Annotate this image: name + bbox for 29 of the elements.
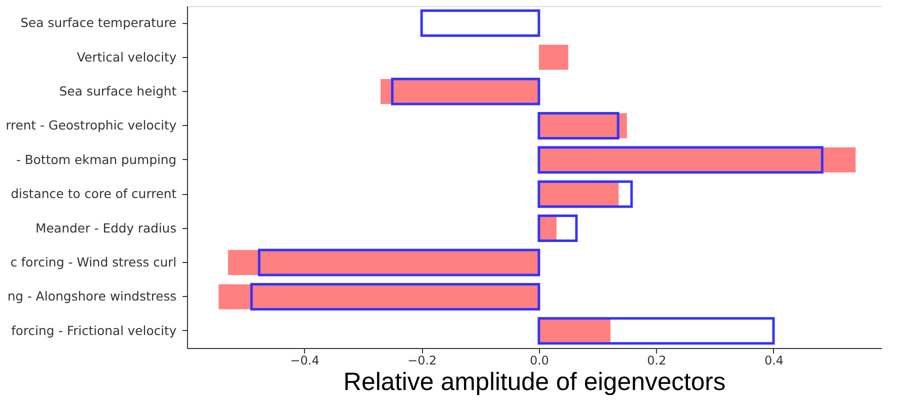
bar (420, 9, 540, 37)
bar (538, 180, 633, 208)
x-tick-label: 0.4 (764, 354, 784, 368)
bar (218, 284, 539, 310)
bar (391, 78, 540, 106)
y-tick-label: forcing - Frictional velocity (11, 322, 178, 338)
bar (258, 248, 540, 276)
bar (250, 282, 540, 310)
y-tick-label: rrent - Geostrophic velocity (6, 118, 178, 133)
bar (538, 44, 568, 70)
bar (538, 146, 824, 174)
x-tick-label: 0.2 (647, 354, 666, 368)
y-tick-label: - Bottom ekman pumping (16, 152, 176, 167)
x-tick-label: −0.4 (290, 354, 320, 368)
bar (538, 214, 578, 242)
y-tick-label: Vertical velocity (76, 49, 178, 64)
bar (538, 112, 620, 140)
bar (538, 147, 856, 172)
bar (228, 250, 539, 275)
y-tick-label: distance to core of current (10, 186, 177, 202)
y-tick-label: Sea surface temperature (20, 15, 177, 30)
bar (538, 317, 775, 345)
x-tick-label: −0.2 (408, 354, 437, 368)
x-axis-title: Relative amplitude of eigenvectors (343, 368, 726, 396)
x-tick-label: 0.0 (530, 354, 549, 368)
y-tick-label: ng - Alongshore windstress (7, 288, 176, 304)
y-tick-label: c forcing - Wind stress curl (10, 254, 176, 270)
y-tick-label: Meander - Eddy radius (35, 220, 176, 236)
y-tick-label: Sea surface height (59, 84, 177, 98)
